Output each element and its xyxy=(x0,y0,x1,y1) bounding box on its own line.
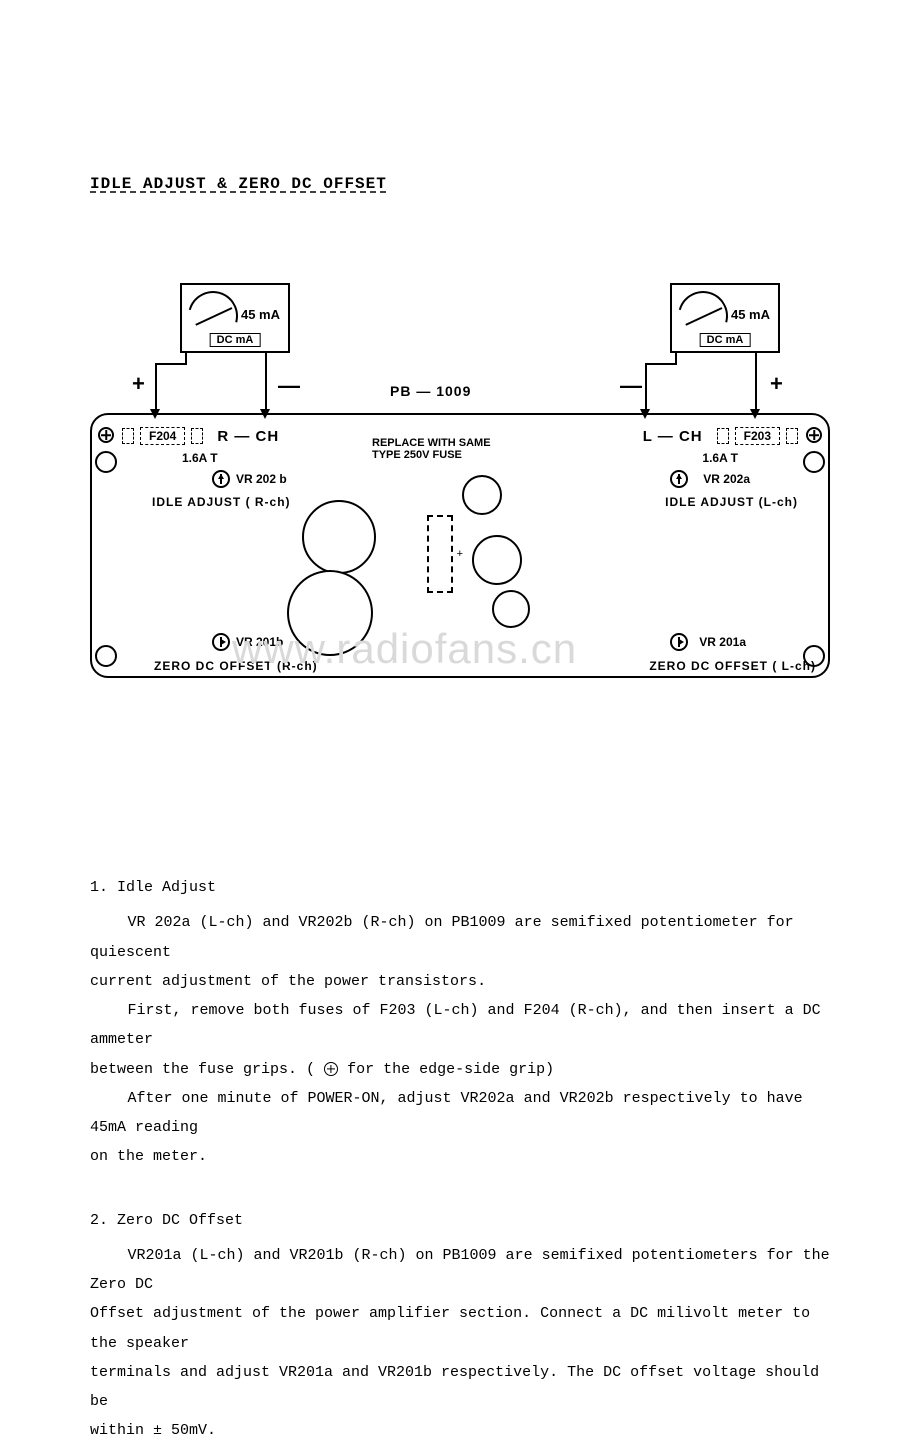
meter-units: DC mA xyxy=(210,333,261,347)
fuse-warning: REPLACE WITH SAME TYPE 250V FUSE xyxy=(372,437,491,461)
dashed-component xyxy=(427,515,453,593)
section-1-heading: 1. Idle Adjust xyxy=(90,873,830,902)
fuse-rating: 1.6A T xyxy=(702,451,738,465)
idle-pot-l: VR 202a xyxy=(703,472,750,486)
component-circle xyxy=(492,590,530,628)
pcb-outline: F204 R — CH 1.6A T L — CH F203 1.6A T RE… xyxy=(90,413,830,678)
fuse-rating: 1.6A T xyxy=(182,451,218,465)
section-2-heading: 2. Zero DC Offset xyxy=(90,1206,830,1235)
polarity-plus: + xyxy=(132,371,145,397)
board-id-label: PB — 1009 xyxy=(390,383,471,399)
screw-icon xyxy=(806,427,822,443)
page-title: IDLE ADJUST & ZERO DC OFFSET xyxy=(90,175,830,193)
polarity-plus: + xyxy=(770,371,783,397)
meter-right-ch: 45 mA DC mA xyxy=(170,283,300,353)
fuse-l-ch: L — CH F203 xyxy=(643,427,798,445)
idle-adjust-label-r: IDLE ADJUST ( R-ch) xyxy=(152,495,291,509)
mounting-hole xyxy=(803,451,825,473)
component-circle xyxy=(302,500,376,574)
trimpot-icon xyxy=(212,470,230,488)
channel-label-r: R — CH xyxy=(217,428,279,445)
fuse-r-ch: F204 R — CH xyxy=(122,427,279,445)
channel-label-l: L — CH xyxy=(643,428,703,445)
screw-icon xyxy=(98,427,114,443)
polarity-minus: — xyxy=(278,373,300,399)
meter-reading: 45 mA xyxy=(241,307,280,322)
meter-reading: 45 mA xyxy=(731,307,770,322)
instructions-text: 1. Idle Adjust VR 202a (L-ch) and VR202b… xyxy=(90,873,830,1446)
trimpot-icon xyxy=(212,633,230,651)
component-circle xyxy=(462,475,502,515)
component-circle xyxy=(472,535,522,585)
plus-circle-icon xyxy=(324,1062,338,1076)
polarity-minus: — xyxy=(620,373,642,399)
fuse-label: F204 xyxy=(140,427,185,445)
zero-pot-l: VR 201a xyxy=(699,635,746,649)
meter-units: DC mA xyxy=(700,333,751,347)
board-diagram: 45 mA DC mA + — 45 mA DC mA — + xyxy=(90,283,830,703)
idle-pot-r: VR 202 b xyxy=(236,472,287,486)
trimpot-icon xyxy=(670,633,688,651)
fuse-label: F203 xyxy=(735,427,780,445)
meter-left-ch: 45 mA DC mA xyxy=(660,283,790,353)
mounting-hole xyxy=(95,451,117,473)
zero-offset-label-l: ZERO DC OFFSET ( L-ch) xyxy=(649,659,816,673)
trimpot-icon xyxy=(670,470,688,488)
watermark: www.radiofans.cn xyxy=(232,625,577,673)
idle-adjust-label-l: IDLE ADJUST (L-ch) xyxy=(665,495,798,509)
mounting-hole xyxy=(95,645,117,667)
